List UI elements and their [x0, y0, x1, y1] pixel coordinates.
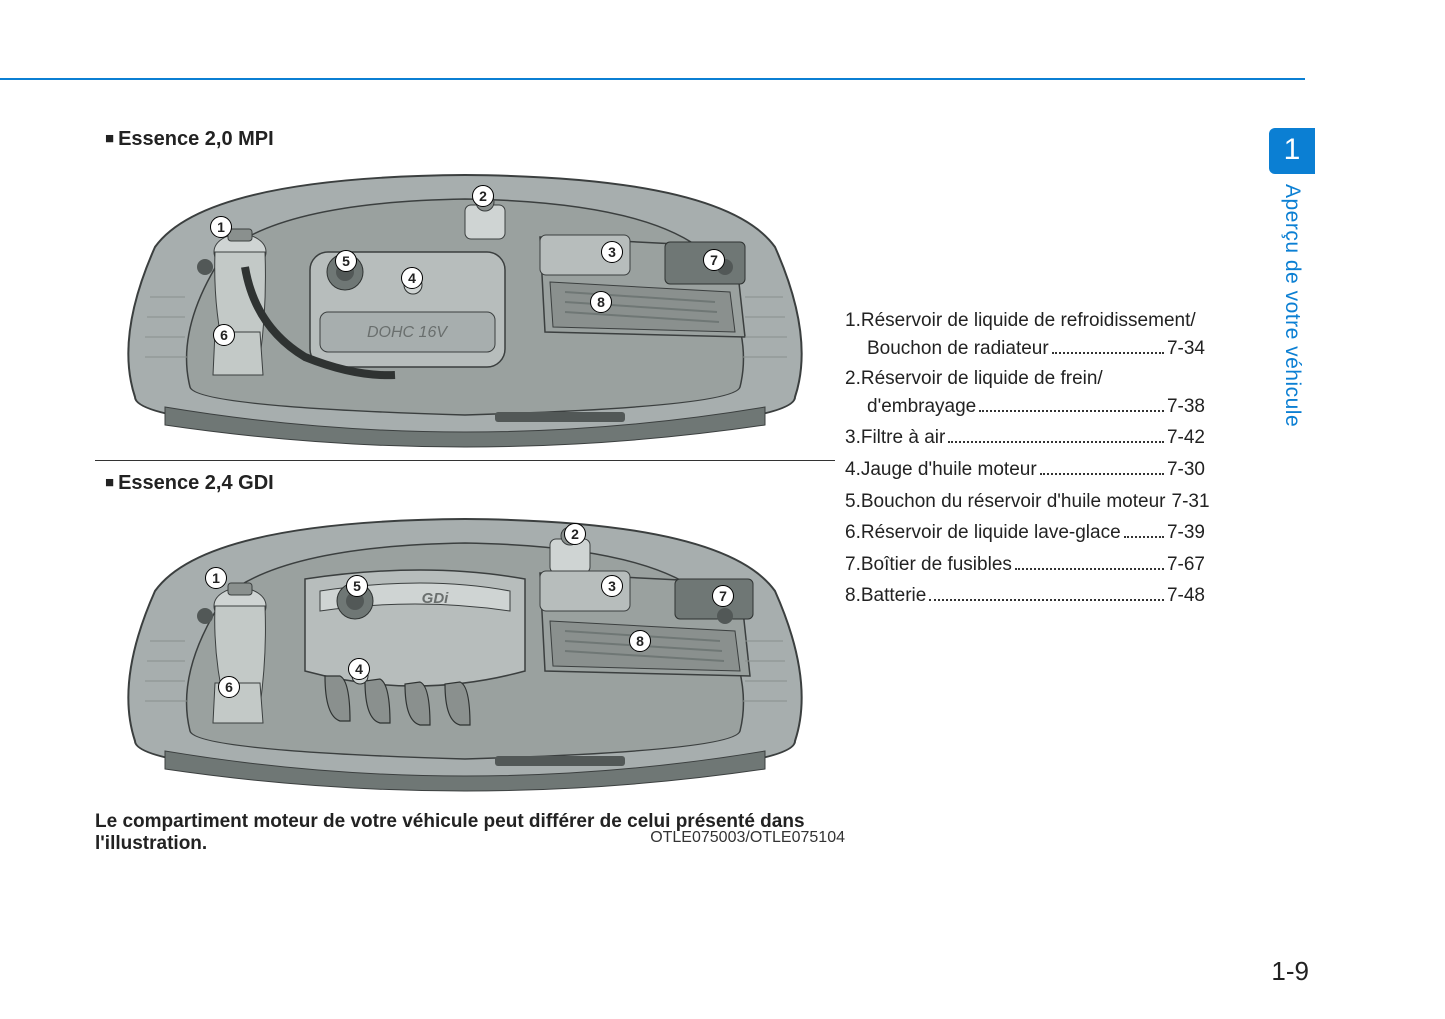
leader-dots: [948, 424, 1164, 443]
ref-number: 7.: [845, 552, 861, 579]
ref-page: 7-48: [1167, 583, 1205, 610]
ref-item: 1. Réservoir de liquide de refroidisseme…: [845, 308, 1205, 362]
engine-1-badge: DOHC 16V: [367, 324, 448, 341]
ref-page: 7-42: [1167, 425, 1205, 452]
callout-4: 4: [401, 267, 423, 289]
ref-label: d'embrayage: [867, 394, 976, 421]
callout-3: 3: [601, 575, 623, 597]
ref-item: 5. Bouchon du réservoir d'huile moteur7-…: [845, 488, 1205, 516]
leader-dots: [979, 393, 1164, 412]
reference-list: 1. Réservoir de liquide de refroidisseme…: [845, 308, 1205, 614]
ref-page: 7-38: [1167, 394, 1205, 421]
ref-number: 2.: [845, 366, 861, 393]
engine-1-illustration: DOHC 16V: [95, 157, 835, 457]
leader-dots: [1124, 519, 1164, 538]
ref-page: 7-34: [1167, 336, 1205, 363]
callout-1: 1: [210, 216, 232, 238]
ref-item: 8. Batterie 7-48: [845, 582, 1205, 610]
ref-label: Filtre à air: [861, 425, 945, 452]
top-rule: [0, 78, 1305, 80]
callout-1: 1: [205, 567, 227, 589]
ref-label: Bouchon du réservoir d'huile moteur: [861, 489, 1166, 516]
callout-4: 4: [348, 658, 370, 680]
ref-number: 4.: [845, 457, 861, 484]
ref-page: 7-39: [1167, 520, 1205, 547]
ref-item: 4. Jauge d'huile moteur 7-30: [845, 456, 1205, 484]
leader-dots: [1015, 551, 1164, 570]
ref-line: d'embrayage 7-38: [845, 393, 1205, 421]
leader-dots: [929, 582, 1164, 601]
engine-1-label: ■Essence 2,0 MPI: [105, 128, 845, 151]
ref-label: Bouchon de radiateur: [867, 336, 1049, 363]
ref-line: Bouchon de radiateur 7-34: [845, 335, 1205, 363]
callout-7: 7: [712, 585, 734, 607]
square-bullet-icon: ■: [105, 130, 114, 147]
ref-number: 8.: [845, 583, 861, 610]
callout-6: 6: [218, 676, 240, 698]
engine-2-badge: GDi: [422, 590, 450, 607]
ref-line: 8. Batterie 7-48: [845, 582, 1205, 610]
ref-line: 3. Filtre à air 7-42: [845, 424, 1205, 452]
ref-item: 6. Réservoir de liquide lave-glace 7-39: [845, 519, 1205, 547]
callout-5: 5: [335, 250, 357, 272]
ref-page: 7-30: [1167, 457, 1205, 484]
ref-line: 6. Réservoir de liquide lave-glace 7-39: [845, 519, 1205, 547]
ref-item: 2. Réservoir de liquide de frein/d'embra…: [845, 366, 1205, 420]
ref-number: 3.: [845, 425, 861, 452]
ref-number: 5.: [845, 489, 861, 516]
ref-label: Réservoir de liquide de frein/: [861, 366, 1103, 393]
image-code: OTLE075003/OTLE075104: [650, 829, 845, 847]
ref-number: 1.: [845, 308, 861, 335]
callout-3: 3: [601, 241, 623, 263]
figure-divider: [95, 460, 835, 461]
square-bullet-icon: ■: [105, 474, 114, 491]
chapter-tab: 1 Aperçu de votre véhicule: [1269, 128, 1315, 427]
engine-2-figure: GDi: [95, 501, 835, 801]
ref-line: 4. Jauge d'huile moteur 7-30: [845, 456, 1205, 484]
ref-item: 3. Filtre à air 7-42: [845, 424, 1205, 452]
ref-label: Réservoir de liquide lave-glace: [861, 520, 1121, 547]
chapter-number: 1: [1269, 128, 1315, 174]
ref-label: Boîtier de fusibles: [861, 552, 1012, 579]
leader-dots: [1052, 335, 1164, 354]
callout-5: 5: [346, 575, 368, 597]
ref-page: 7-67: [1167, 552, 1205, 579]
ref-label: Batterie: [861, 583, 926, 610]
ref-line: 2. Réservoir de liquide de frein/: [845, 366, 1205, 393]
callout-8: 8: [590, 291, 612, 313]
callout-8: 8: [629, 630, 651, 652]
chapter-title: Aperçu de votre véhicule: [1280, 184, 1304, 427]
figures-column: ■Essence 2,0 MPI DOHC 16V: [95, 128, 845, 841]
leader-dots: [1040, 456, 1164, 475]
engine-2-title: Essence 2,4 GDI: [118, 472, 274, 494]
page-number: 1-9: [1271, 956, 1309, 987]
ref-label: Jauge d'huile moteur: [861, 457, 1037, 484]
ref-line: 5. Bouchon du réservoir d'huile moteur7-…: [845, 488, 1205, 516]
callout-2: 2: [472, 185, 494, 207]
ref-item: 7. Boîtier de fusibles 7-67: [845, 551, 1205, 579]
page-content: ■Essence 2,0 MPI DOHC 16V: [95, 128, 1213, 841]
engine-2-label: ■Essence 2,4 GDI: [105, 472, 845, 495]
ref-line: 7. Boîtier de fusibles 7-67: [845, 551, 1205, 579]
ref-label: Réservoir de liquide de refroidissement/: [861, 308, 1196, 335]
callout-6: 6: [213, 324, 235, 346]
ref-line: 1. Réservoir de liquide de refroidisseme…: [845, 308, 1205, 335]
engine-1-figure: DOHC 16V: [95, 157, 835, 457]
callout-7: 7: [703, 249, 725, 271]
callout-2: 2: [564, 523, 586, 545]
engine-2-illustration: GDi: [95, 501, 835, 801]
ref-page: 7-31: [1172, 489, 1210, 516]
ref-number: 6.: [845, 520, 861, 547]
engine-1-title: Essence 2,0 MPI: [118, 128, 274, 150]
